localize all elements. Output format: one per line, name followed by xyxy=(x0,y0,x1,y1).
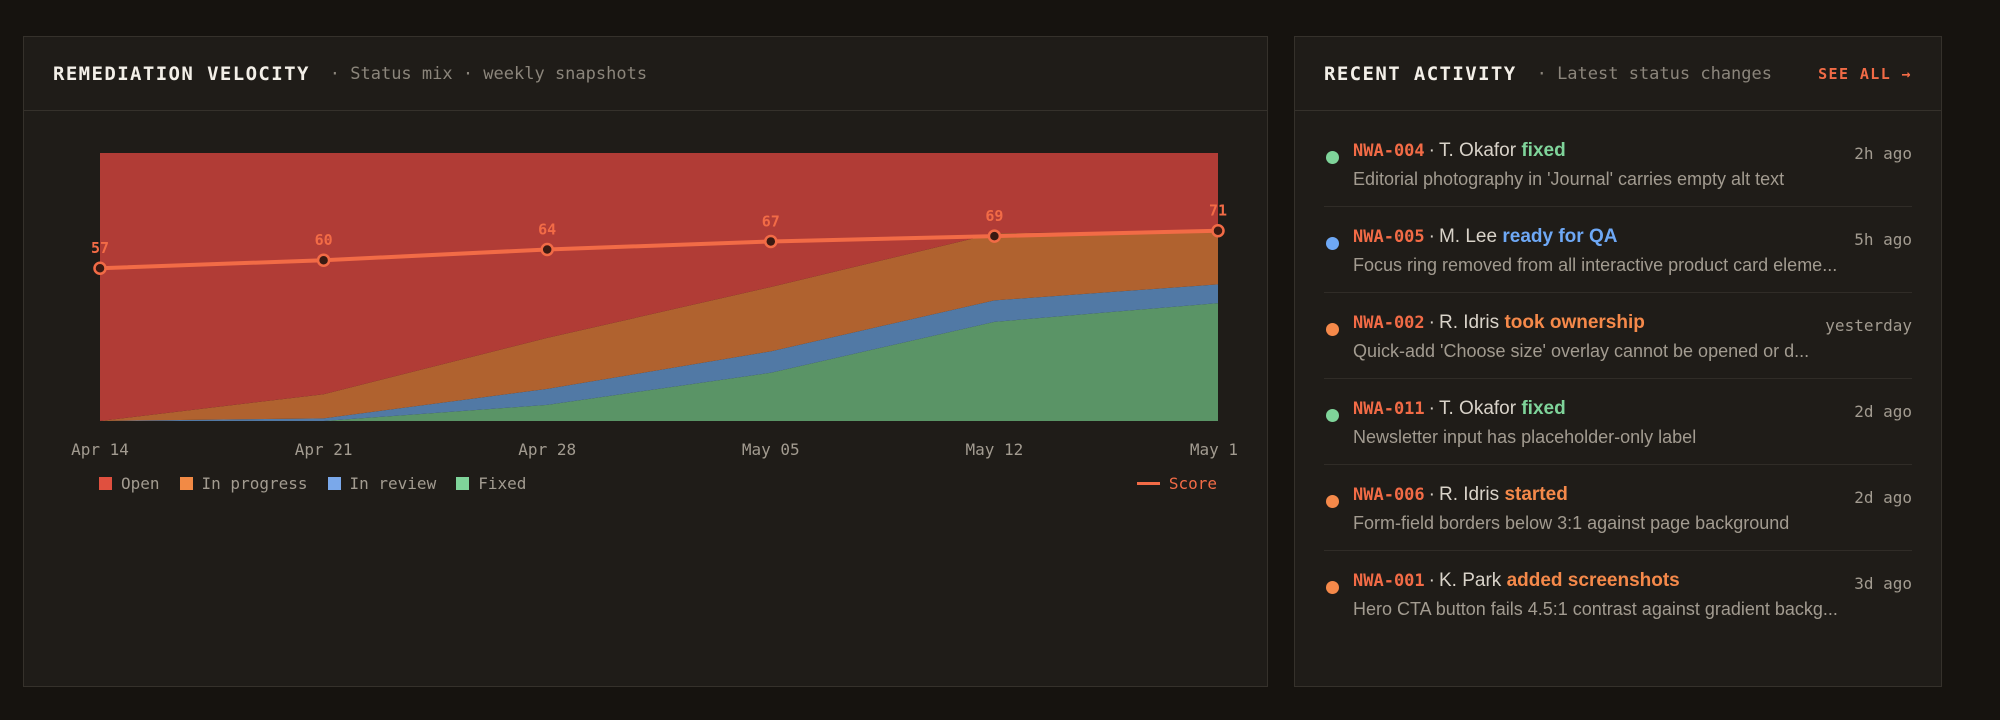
activity-action: fixed xyxy=(1521,140,1566,161)
activity-description: Focus ring removed from all interactive … xyxy=(1353,255,1838,275)
legend-in-review-label: In review xyxy=(349,474,437,493)
velocity-panel-subtitle: · Status mix · weekly snapshots xyxy=(329,63,648,84)
score-point xyxy=(316,253,331,267)
x-tick-label: Apr 28 xyxy=(518,440,576,459)
score-data-label: 60 xyxy=(315,231,333,249)
issue-id-link[interactable]: NWA-011 xyxy=(1353,399,1425,419)
x-tick-label: Apr 21 xyxy=(295,440,353,459)
legend-in-review-swatch xyxy=(327,477,341,490)
activity-description: Quick-add 'Choose size' overlay cannot b… xyxy=(1353,341,1810,361)
activity-item[interactable]: NWA-006 · R. Idris started Form-field bord… xyxy=(1324,465,1912,551)
score-point xyxy=(93,261,107,275)
score-data-label: 67 xyxy=(762,212,780,230)
activity-time: 2d ago xyxy=(1854,402,1912,421)
activity-panel-subtitle: · Latest status changes xyxy=(1536,63,1772,84)
activity-description: Editorial photography in 'Journal' carri… xyxy=(1353,169,1785,189)
status-dot xyxy=(1326,323,1339,336)
activity-panel-header: RECENT ACTIVITY · Latest status changes … xyxy=(1295,37,1941,111)
activity-action: fixed xyxy=(1521,398,1566,419)
status-dot xyxy=(1326,151,1339,164)
separator: · xyxy=(1428,484,1435,505)
score-point xyxy=(987,229,1002,243)
recent-activity-panel: RECENT ACTIVITY · Latest status changes … xyxy=(1294,36,1942,687)
activity-action: took ownership xyxy=(1504,312,1645,333)
activity-list: NWA-004 · T. Okafor fixed Editorial photog… xyxy=(1295,121,1941,637)
velocity-panel-title: REMEDIATION VELOCITY xyxy=(53,62,310,85)
separator: · xyxy=(1428,140,1435,161)
activity-description: Newsletter input has placeholder-only la… xyxy=(1353,427,1697,447)
activity-time: yesterday xyxy=(1825,316,1912,335)
x-tick-label: May 12 xyxy=(966,440,1024,459)
activity-description: Hero CTA button fails 4.5:1 contrast aga… xyxy=(1353,599,1838,619)
activity-item[interactable]: NWA-002 · R. Idris took ownership Quick-ad… xyxy=(1324,293,1912,379)
area-in-progress xyxy=(100,230,1218,421)
legend-in-progress-label: In progress xyxy=(201,474,308,493)
legend-score: Score xyxy=(1136,474,1217,493)
score-data-label: 69 xyxy=(985,207,1003,225)
activity-user: R. Idris xyxy=(1438,312,1500,333)
velocity-panel-header: REMEDIATION VELOCITY · Status mix · week… xyxy=(24,37,1267,111)
activity-item[interactable]: NWA-004 · T. Okafor fixed Editorial photog… xyxy=(1324,121,1912,207)
legend-in-progress-swatch xyxy=(179,477,193,490)
activity-description: Form-field borders below 3:1 against pag… xyxy=(1353,513,1790,533)
activity-time: 5h ago xyxy=(1854,230,1912,249)
issue-id-link[interactable]: NWA-002 xyxy=(1353,313,1425,333)
activity-time: 2h ago xyxy=(1854,144,1912,163)
score-point xyxy=(1211,223,1225,238)
legend-score-label: Score xyxy=(1168,474,1217,493)
legend-fixed: Fixed xyxy=(456,474,526,493)
score-point xyxy=(764,234,778,249)
issue-id-link[interactable]: NWA-006 xyxy=(1353,485,1425,505)
activity-panel-title: RECENT ACTIVITY xyxy=(1324,62,1517,85)
score-point xyxy=(540,242,554,257)
activity-user: K. Park xyxy=(1438,570,1502,591)
status-dot xyxy=(1326,495,1339,508)
x-tick-label: Apr 14 xyxy=(71,440,129,459)
x-tick-label: May 05 xyxy=(742,440,800,459)
score-data-label: 64 xyxy=(538,220,556,238)
activity-item[interactable]: NWA-001 · K. Park added screenshots Hero C… xyxy=(1324,551,1912,637)
legend-in-review: In review xyxy=(327,474,437,493)
x-tick-label: May 1 xyxy=(1190,440,1238,459)
legend-fixed-label: Fixed xyxy=(478,474,527,493)
chart-legend: Open In progress In review Fixed Score xyxy=(99,474,1217,493)
legend-in-progress: In progress xyxy=(179,474,308,493)
separator: · xyxy=(1428,226,1435,247)
issue-id-link[interactable]: NWA-004 xyxy=(1353,141,1425,161)
activity-time: 2d ago xyxy=(1854,488,1912,507)
legend-fixed-swatch xyxy=(456,477,470,490)
separator: · xyxy=(1428,570,1435,591)
status-dot xyxy=(1326,409,1339,422)
remediation-velocity-panel: REMEDIATION VELOCITY · Status mix · week… xyxy=(23,36,1268,687)
status-dot xyxy=(1326,581,1339,594)
activity-user: M. Lee xyxy=(1438,226,1498,247)
area-in-review xyxy=(100,284,1218,421)
activity-user: T. Okafor xyxy=(1438,140,1517,161)
activity-item[interactable]: NWA-005 · M. Lee ready for QA Focus ring r… xyxy=(1324,207,1912,293)
see-all-link[interactable]: SEE ALL → xyxy=(1818,64,1912,83)
legend-open-label: Open xyxy=(121,474,160,493)
activity-action: ready for QA xyxy=(1502,226,1618,247)
score-data-label: 71 xyxy=(1209,202,1227,220)
activity-user: R. Idris xyxy=(1438,484,1500,505)
score-line xyxy=(99,228,1219,271)
separator: · xyxy=(1428,398,1435,419)
issue-id-link[interactable]: NWA-001 xyxy=(1353,571,1425,591)
status-dot xyxy=(1326,237,1339,250)
legend-open-swatch xyxy=(99,477,112,490)
area-open xyxy=(100,153,1218,421)
legend-score-line xyxy=(1136,482,1160,485)
activity-action: started xyxy=(1504,484,1568,505)
area-fixed xyxy=(100,303,1218,421)
activity-action: added screenshots xyxy=(1506,570,1680,591)
activity-user: T. Okafor xyxy=(1438,398,1517,419)
separator: · xyxy=(1428,312,1435,333)
activity-item[interactable]: NWA-011 · T. Okafor fixed Newsletter input… xyxy=(1324,379,1912,465)
velocity-chart: 57 60 64 67 69 71 Apr 14 Apr 21 Apr 28 May 05 May … xyxy=(71,153,1238,459)
issue-id-link[interactable]: NWA-005 xyxy=(1353,227,1425,247)
activity-time: 3d ago xyxy=(1854,574,1912,593)
score-data-label: 57 xyxy=(91,239,109,257)
legend-open: Open xyxy=(99,474,160,493)
